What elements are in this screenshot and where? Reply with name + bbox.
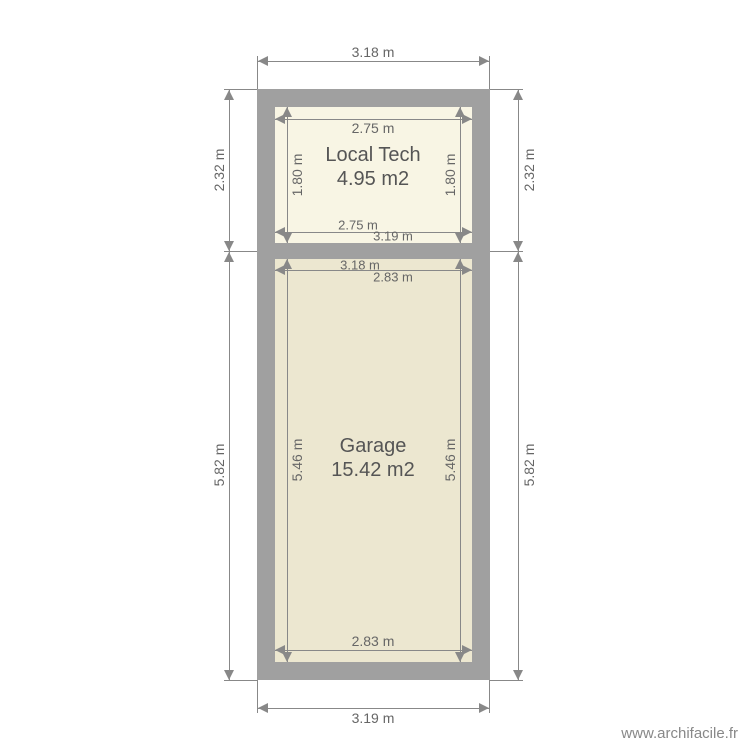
arrow bbox=[282, 259, 292, 269]
dimline-outer-top bbox=[257, 61, 490, 62]
dim-inner-lb: 5.46 m bbox=[289, 439, 305, 482]
tick bbox=[489, 680, 490, 713]
arrow bbox=[513, 670, 523, 680]
dim-outer-top: 3.18 m bbox=[352, 44, 395, 60]
dimline-inner-rt bbox=[460, 107, 461, 243]
arrow bbox=[513, 241, 523, 251]
dim-inner-rb: 5.46 m bbox=[442, 439, 458, 482]
room2-name: Garage bbox=[340, 435, 407, 457]
arrow bbox=[462, 645, 472, 655]
dimline-inner-rb bbox=[460, 259, 461, 662]
wall-top bbox=[257, 89, 490, 107]
watermark: www.archifacile.fr bbox=[621, 725, 738, 742]
dim-outer-lb: 5.82 m bbox=[211, 444, 227, 487]
room1-name: Local Tech bbox=[325, 144, 420, 166]
arrow bbox=[513, 252, 523, 262]
dimline-inner-bottom bbox=[275, 650, 472, 651]
tick bbox=[490, 680, 523, 681]
arrow bbox=[479, 703, 489, 713]
arrow bbox=[462, 227, 472, 237]
dim-mid4: 2.83 m bbox=[373, 270, 413, 285]
wall-bottom bbox=[257, 662, 490, 680]
arrow bbox=[224, 241, 234, 251]
floorplan-canvas: Local Tech 4.95 m2 Garage 15.42 m2 3.18 … bbox=[0, 0, 750, 750]
arrow bbox=[258, 703, 268, 713]
dimline-outer-bottom bbox=[257, 708, 490, 709]
arrow bbox=[258, 56, 268, 66]
wall-left bbox=[257, 89, 275, 680]
arrow bbox=[479, 56, 489, 66]
dim-mid1: 2.75 m bbox=[338, 218, 378, 233]
arrow bbox=[513, 90, 523, 100]
dim-outer-rt: 2.32 m bbox=[521, 149, 537, 192]
arrow bbox=[224, 252, 234, 262]
arrow bbox=[224, 90, 234, 100]
dimline-outer-lt bbox=[229, 89, 230, 251]
dim-inner-rt: 1.80 m bbox=[442, 154, 458, 197]
arrow bbox=[224, 670, 234, 680]
dim-outer-lt: 2.32 m bbox=[211, 149, 227, 192]
dimline-inner-lb bbox=[287, 259, 288, 662]
dim-outer-rb: 5.82 m bbox=[521, 444, 537, 487]
arrow bbox=[455, 259, 465, 269]
dim-inner-top: 2.75 m bbox=[352, 120, 395, 136]
arrow bbox=[275, 227, 285, 237]
room2-area: 15.42 m2 bbox=[331, 459, 414, 481]
room1-area: 4.95 m2 bbox=[337, 168, 409, 190]
room2-label: Garage 15.42 m2 bbox=[331, 434, 414, 482]
dim-inner-bottom: 2.83 m bbox=[352, 633, 395, 649]
arrow bbox=[455, 107, 465, 117]
dimline-inner-lt bbox=[287, 107, 288, 243]
wall-right bbox=[472, 89, 490, 680]
dimline-outer-rt bbox=[518, 89, 519, 251]
dimline-outer-lb bbox=[229, 251, 230, 680]
room1-label: Local Tech 4.95 m2 bbox=[325, 143, 420, 191]
dim-inner-lt: 1.80 m bbox=[289, 154, 305, 197]
dim-mid2: 3.19 m bbox=[373, 229, 413, 244]
arrow bbox=[282, 107, 292, 117]
dim-outer-bottom: 3.19 m bbox=[352, 710, 395, 726]
tick bbox=[489, 56, 490, 89]
tick bbox=[224, 680, 257, 681]
dimline-outer-rb bbox=[518, 251, 519, 680]
arrow bbox=[275, 645, 285, 655]
